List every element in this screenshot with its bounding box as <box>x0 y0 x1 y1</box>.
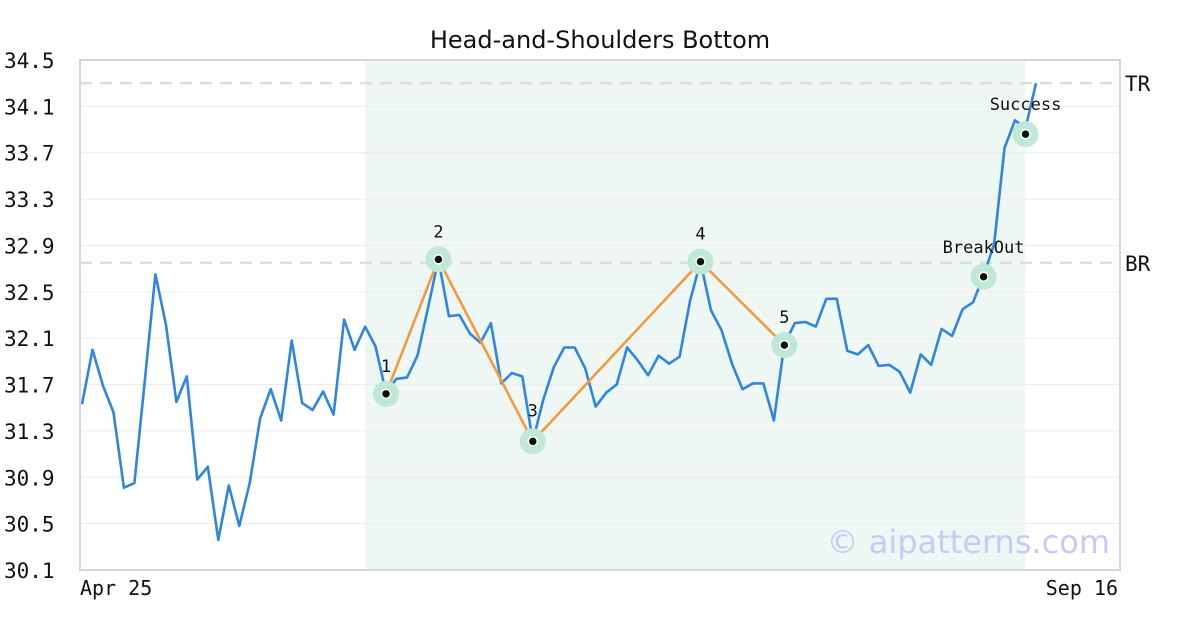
marker-label: Success <box>990 95 1062 115</box>
pattern-marker: 1 <box>373 357 400 407</box>
pattern-markers: 1 2 3 4 5 BreakOut Success <box>373 95 1062 455</box>
y-tick-label: 34.5 <box>4 49 55 73</box>
marker-label: 5 <box>779 308 789 328</box>
marker-dot <box>380 388 392 400</box>
level-label: TR <box>1125 72 1151 96</box>
y-tick-label: 32.1 <box>4 327 55 351</box>
marker-dot <box>695 256 706 267</box>
plot-frame <box>79 59 1121 571</box>
pattern-marker: 3 <box>519 401 546 455</box>
marker-dot <box>433 254 444 265</box>
y-tick-label: 31.7 <box>4 374 55 398</box>
level-lines: TR BR <box>80 72 1151 276</box>
marker-label: 4 <box>695 225 705 245</box>
pattern-marker: BreakOut <box>943 238 1025 290</box>
marker-label: 3 <box>528 401 538 421</box>
pattern-marker: Success <box>990 95 1062 148</box>
pattern-marker: 4 <box>687 225 714 275</box>
x-tick-label: Apr 25 <box>80 576 152 600</box>
x-tick-label: Sep 16 <box>1046 576 1118 600</box>
y-axis: 30.1 30.5 30.9 31.3 31.7 32.1 32.5 32.9 33.3 33.7… <box>4 49 55 583</box>
y-tick-label: 30.9 <box>4 466 55 490</box>
pattern-marker: 5 <box>771 308 798 359</box>
marker-dot <box>527 436 539 447</box>
marker-label: BreakOut <box>943 238 1025 258</box>
highlight-band <box>365 60 1026 570</box>
price-line <box>80 82 1038 542</box>
marker-label: 1 <box>381 357 391 377</box>
x-axis: Apr 25 Sep 16 <box>80 576 1118 600</box>
y-tick-label: 32.9 <box>4 234 55 258</box>
y-tick-label: 30.5 <box>4 513 55 537</box>
pattern-marker: 2 <box>425 222 452 273</box>
y-tick-label: 34.1 <box>4 95 55 119</box>
y-tick-label: 32.5 <box>4 281 55 305</box>
marker-dot <box>779 339 790 351</box>
chart-title: Head-and-Shoulders Bottom <box>430 26 770 54</box>
watermark: © aipatterns.com <box>827 523 1110 561</box>
y-tick-label: 33.3 <box>4 188 55 212</box>
y-tick-label: 31.3 <box>4 420 55 444</box>
y-tick-label: 33.7 <box>4 142 55 166</box>
marker-label: 2 <box>433 222 443 242</box>
y-tick-label: 30.1 <box>4 559 55 583</box>
level-label: BR <box>1125 252 1151 276</box>
marker-dot <box>1020 128 1031 140</box>
marker-dot <box>978 271 989 282</box>
